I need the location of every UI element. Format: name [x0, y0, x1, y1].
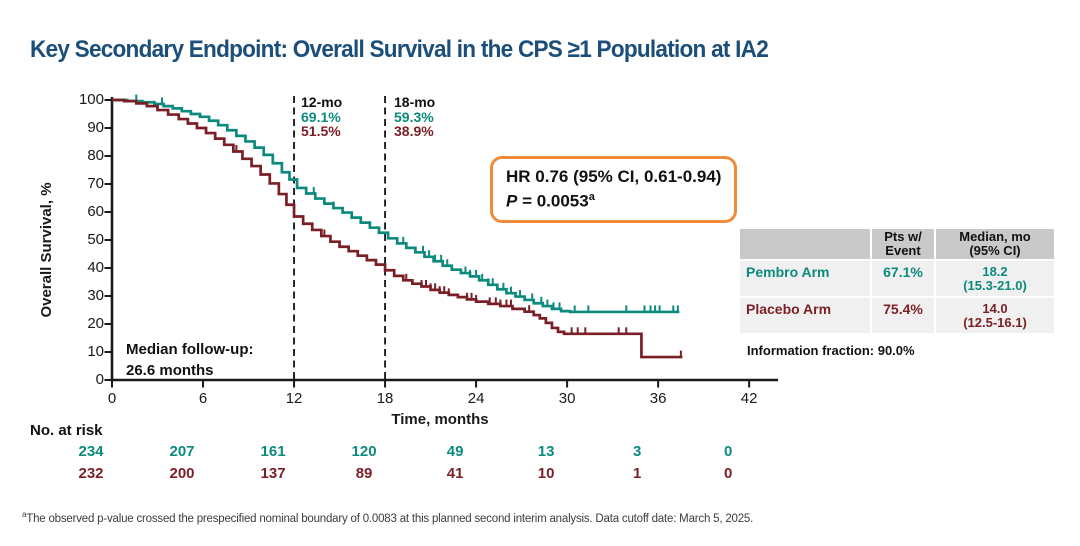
- median-followup-line2: 26.6 months: [126, 362, 214, 379]
- summary-row-pembro-name: Pembro Arm: [740, 261, 870, 296]
- risk-count-placebo-arm: 10: [537, 465, 555, 482]
- risk-count-pembro-arm: 0: [723, 443, 733, 460]
- hazard-ratio-callout: HR 0.76 (95% CI, 0.61-0.94) P = 0.0053a: [490, 156, 738, 223]
- x-tick-label: 36: [649, 390, 667, 407]
- risk-count-placebo-arm: 232: [78, 465, 104, 482]
- p-symbol: P: [506, 191, 518, 211]
- landmark-12mo-label: 12-mo: [301, 94, 343, 110]
- summary-table-header-median: Median, mo (95% CI): [936, 229, 1054, 259]
- landmark-18mo-label: 18-mo: [394, 94, 436, 110]
- risk-count-placebo-arm: 137: [260, 465, 286, 482]
- y-tick-label: 80: [87, 147, 104, 164]
- p-value-text: P = 0.0053a: [506, 187, 721, 212]
- risk-count-pembro-arm: 207: [169, 443, 195, 460]
- y-tick-label: 10: [87, 343, 104, 360]
- summary-table: Pts w/ Event Median, mo (95% CI) Pembro …: [740, 229, 1054, 333]
- landmark-12mo-placebo-value: 51.5%: [301, 123, 341, 139]
- landmark-12mo-pembro-value: 69.1%: [301, 108, 341, 125]
- risk-count-placebo-arm: 200: [169, 465, 195, 482]
- landmark-18mo-placebo-value: 38.9%: [394, 123, 434, 139]
- summary-row-placebo-name: Placebo Arm: [740, 298, 870, 333]
- y-tick-label: 70: [87, 175, 104, 192]
- y-tick-label: 60: [87, 203, 104, 220]
- p-value-footnote-marker: a: [588, 191, 595, 203]
- y-tick-label: 20: [87, 315, 104, 332]
- page-title: Key Secondary Endpoint: Overall Survival…: [30, 36, 769, 63]
- risk-count-pembro-arm: 161: [260, 443, 286, 460]
- hazard-ratio-text: HR 0.76 (95% CI, 0.61-0.94): [506, 167, 722, 186]
- risk-count-pembro-arm: 13: [537, 443, 555, 460]
- risk-count-placebo-arm: 89: [355, 465, 373, 482]
- median-followup-note: Median follow-up: 26.6 months: [126, 339, 253, 381]
- risk-count-pembro-arm: 3: [632, 443, 642, 460]
- risk-count-placebo-arm: 0: [723, 465, 733, 482]
- x-tick-label: 18: [376, 390, 394, 407]
- y-tick-label: 30: [87, 287, 104, 304]
- km-curve-placebo-arm: [112, 98, 683, 359]
- p-value: = 0.0053: [517, 191, 589, 211]
- footnote-text: The observed p-value crossed the prespec…: [26, 512, 754, 525]
- median-followup-line1: Median follow-up:: [126, 341, 254, 358]
- x-tick-label: 6: [198, 390, 208, 407]
- summary-table-header-events: Pts w/ Event: [872, 229, 934, 259]
- risk-count-pembro-arm: 234: [78, 443, 104, 460]
- y-axis-title: Overall Survival, %: [38, 182, 55, 318]
- risk-count-pembro-arm: 120: [351, 443, 377, 460]
- x-tick-label: 30: [558, 390, 576, 407]
- y-tick-label: 40: [87, 259, 104, 276]
- x-axis-title: Time, months: [391, 411, 489, 428]
- summary-row-placebo-median: 14.0 (12.5-16.1): [936, 298, 1054, 333]
- footnote-marker: a: [22, 510, 27, 519]
- information-fraction-note: Information fraction: 90.0%: [747, 343, 915, 358]
- summary-table-header-blank: [740, 229, 870, 259]
- x-tick-label: 0: [107, 390, 117, 407]
- y-tick-label: 0: [95, 371, 104, 388]
- footnote: aThe observed p-value crossed the prespe…: [22, 510, 753, 525]
- summary-row-placebo-events: 75.4%: [872, 298, 934, 333]
- x-tick-label: 24: [467, 390, 485, 407]
- y-tick-label: 100: [78, 91, 104, 108]
- km-curve-pembro-arm: [112, 98, 680, 314]
- risk-count-placebo-arm: 41: [446, 465, 464, 482]
- landmark-annotation-18mo: 18-mo 59.3% 38.9%: [394, 95, 435, 139]
- y-tick-label: 50: [87, 231, 104, 248]
- number-at-risk-label: No. at risk: [30, 422, 103, 439]
- landmark-18mo-pembro-value: 59.3%: [394, 108, 434, 125]
- risk-count-pembro-arm: 49: [446, 443, 464, 460]
- x-tick-label: 42: [740, 390, 758, 407]
- risk-count-placebo-arm: 1: [632, 465, 642, 482]
- x-tick-label: 12: [285, 390, 303, 407]
- summary-row-pembro-median: 18.2 (15.3-21.0): [936, 261, 1054, 296]
- summary-row-pembro-events: 67.1%: [872, 261, 934, 296]
- landmark-annotation-12mo: 12-mo 69.1% 51.5%: [301, 95, 342, 139]
- y-tick-label: 90: [87, 119, 104, 136]
